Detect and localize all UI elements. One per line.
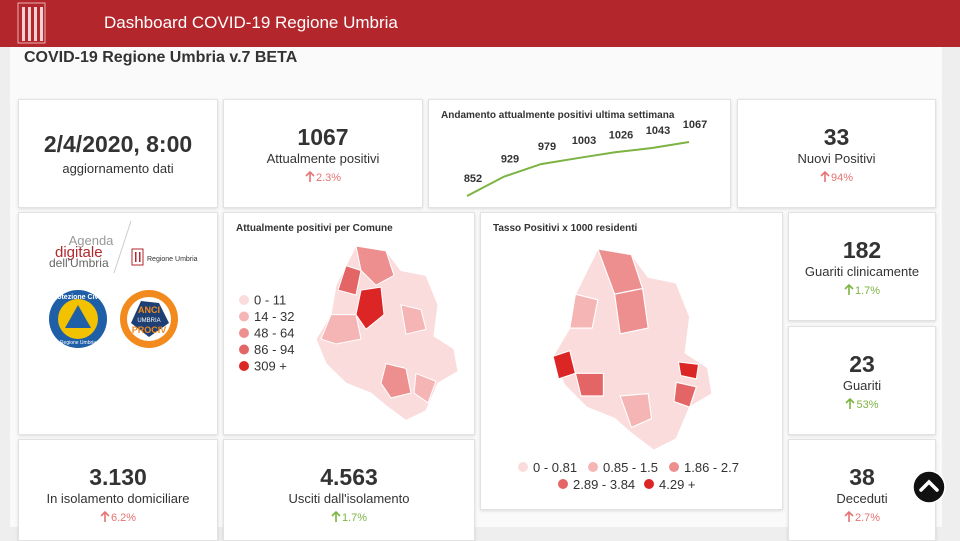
positive-card: 1067 Attualmente positivi 2.3% <box>223 99 423 208</box>
region-shape <box>552 248 713 451</box>
update-value: 2/4/2020, 8:00 <box>43 131 193 157</box>
logo-text: digitale <box>55 244 103 261</box>
logo-text: UMBRIA <box>137 318 160 324</box>
change-text: 1.7% <box>854 285 881 297</box>
new-positive-value: 33 <box>823 124 850 150</box>
logos: Agenda digitale dell'Umbria Regione Umbr… <box>49 220 198 348</box>
healed-clinical-label: Guariti clinicamente <box>804 264 920 279</box>
legend-label: 0 - 0.81 <box>533 460 577 475</box>
legend-label: 0.85 - 1.5 <box>603 460 658 475</box>
legend-swatch <box>239 311 249 322</box>
logo-text: PROCIV <box>132 325 167 335</box>
legend-label: 309 + <box>254 359 287 374</box>
logo-icon <box>17 2 46 44</box>
logo-text: Agenda <box>69 233 115 248</box>
healed-value: 23 <box>849 351 875 377</box>
isolation-label: In isolamento domiciliare <box>46 491 190 506</box>
trend-line <box>466 141 690 197</box>
positive-label: Attualmente positivi <box>266 151 380 166</box>
deaths-value: 38 <box>849 464 875 490</box>
map-title: Tasso Positivi x 1000 residenti <box>493 223 638 234</box>
healed-clinical-card: 182 Guariti clinicamente 1.7% <box>788 212 936 321</box>
legend-swatch <box>239 361 249 371</box>
change-text: 53% <box>856 399 879 411</box>
trend-title: Andamento attualmente positivi ultima se… <box>441 110 675 121</box>
value-label: 1003 <box>572 135 596 147</box>
logos-card: Agenda digitale dell'Umbria Regione Umbr… <box>18 212 218 435</box>
header-title: Dashboard COVID-19 Regione Umbria <box>104 13 398 32</box>
change-text: 6.2% <box>110 512 137 524</box>
logo-text: Protezione Civile <box>50 294 107 301</box>
legend-swatch <box>239 328 249 338</box>
value-label: 852 <box>464 173 482 185</box>
out-isolation-value: 4.563 <box>320 464 378 490</box>
trend-card: Andamento attualmente positivi ultima se… <box>428 99 731 208</box>
legend-label: 1.86 - 2.7 <box>684 460 739 475</box>
out-isolation-card: 4.563 Usciti dall'isolamento 1.7% <box>223 439 475 541</box>
logo-text: dell'Umbria <box>49 256 109 270</box>
map: 0 - 0.81 0.85 - 1.5 1.86 - 2.7 2.89 - 3.84 4… <box>518 248 739 492</box>
change-text: 2.3% <box>315 172 342 184</box>
map-title: Attualmente positivi per Comune <box>236 223 393 234</box>
healed-label: Guariti <box>842 378 882 393</box>
legend-swatch <box>669 462 679 472</box>
legend-swatch <box>588 462 598 472</box>
value-label: 1043 <box>646 125 670 137</box>
region-shape <box>315 245 459 422</box>
healed-clinical-value: 182 <box>842 237 882 263</box>
header-bar: Dashboard COVID-19 Regione Umbria <box>0 0 960 47</box>
scroll-top-button[interactable] <box>912 470 946 504</box>
value-label: 929 <box>501 154 519 166</box>
positive-change: 2.3% <box>224 170 422 184</box>
new-positive-change: 94% <box>738 170 935 184</box>
isolation-card: 3.130 In isolamento domiciliare 6.2% <box>18 439 218 541</box>
new-positive-card: 33 Nuovi Positivi 94% <box>737 99 936 208</box>
change-text: 2.7% <box>854 512 881 524</box>
out-isolation-label: Usciti dall'isolamento <box>288 491 410 506</box>
isolation-value: 3.130 <box>89 464 147 490</box>
healed-clinical-change: 1.7% <box>789 283 935 297</box>
update-card: 2/4/2020, 8:00 aggiornamento dati <box>18 99 218 208</box>
logo-text: ANCI <box>138 305 160 315</box>
new-positive-label: Nuovi Positivi <box>797 151 876 166</box>
healed-card: 23 Guariti 53% <box>788 326 936 435</box>
deaths-label: Deceduti <box>836 491 888 506</box>
legend-swatch <box>239 295 249 305</box>
logo-text: Regione Umbria <box>60 340 96 346</box>
legend-label: 48 - 64 <box>254 326 294 341</box>
logo-text: Regione Umbria <box>147 256 198 263</box>
legend-label: 0 - 11 <box>254 293 286 308</box>
legend-label: 86 - 94 <box>254 342 294 357</box>
map-tasso-card: Tasso Positivi x 1000 residenti 0 - 0.81… <box>480 212 783 510</box>
map-comune-card: Attualmente positivi per Comune 0 - 11 14… <box>223 212 475 435</box>
legend-label: 2.89 - 3.84 <box>573 477 635 492</box>
legend-label: 14 - 32 <box>254 309 294 324</box>
change-text: 94% <box>830 172 854 184</box>
legend-swatch <box>239 344 249 355</box>
value-label: 1067 <box>683 119 707 131</box>
legend-label: 4.29 + <box>659 477 696 492</box>
value-label: 979 <box>538 141 556 153</box>
update-label: aggiornamento dati <box>62 161 174 176</box>
page-title: COVID-19 Regione Umbria v.7 BETA <box>24 49 298 66</box>
change-text: 1.7% <box>341 512 368 524</box>
trend-chart: 852 929 979 1003 1026 1043 1067 <box>464 119 707 197</box>
legend-swatch <box>644 479 654 489</box>
healed-change: 53% <box>789 397 935 411</box>
positive-value: 1067 <box>297 124 349 150</box>
value-label: 1026 <box>609 129 633 141</box>
legend-swatch <box>558 479 568 489</box>
legend-swatch <box>518 462 528 472</box>
